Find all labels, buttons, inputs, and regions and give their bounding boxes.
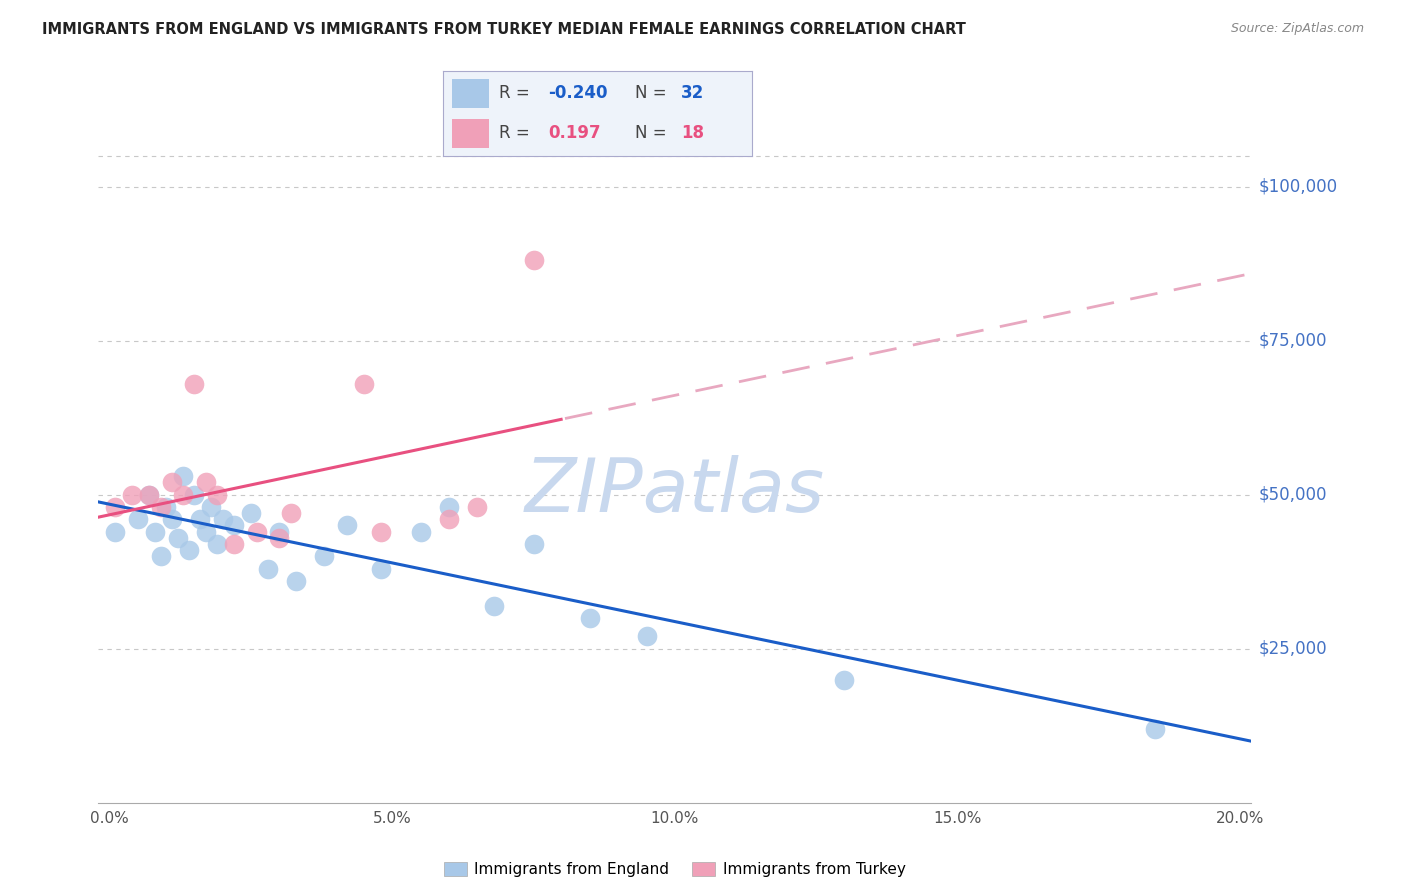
Point [143, 524, 166, 539]
Point [834, 673, 856, 687]
Point [269, 531, 291, 545]
Point [194, 475, 217, 490]
Point [222, 518, 245, 533]
Point [194, 524, 217, 539]
Point [211, 512, 233, 526]
Point [280, 506, 302, 520]
Text: R =: R = [499, 85, 534, 103]
Point [336, 518, 359, 533]
Text: 18: 18 [681, 124, 704, 142]
Point [205, 488, 228, 502]
Legend: Immigrants from England, Immigrants from Turkey: Immigrants from England, Immigrants from… [437, 856, 912, 883]
Point [138, 488, 160, 502]
Text: ZIPatlas: ZIPatlas [524, 455, 825, 527]
Point [240, 506, 263, 520]
Point [482, 599, 505, 613]
Point [104, 500, 127, 514]
Point [121, 488, 143, 502]
Point [523, 537, 546, 551]
Point [160, 475, 183, 490]
Text: 0.197: 0.197 [548, 124, 600, 142]
Point [149, 549, 172, 564]
Point [172, 469, 194, 483]
Point [104, 524, 127, 539]
Text: -0.240: -0.240 [548, 85, 607, 103]
Point [155, 500, 177, 514]
Point [437, 512, 460, 526]
Text: IMMIGRANTS FROM ENGLAND VS IMMIGRANTS FROM TURKEY MEDIAN FEMALE EARNINGS CORRELA: IMMIGRANTS FROM ENGLAND VS IMMIGRANTS FR… [42, 22, 966, 37]
Text: $75,000: $75,000 [1258, 332, 1327, 350]
Bar [453, 119, 489, 147]
Text: $50,000: $50,000 [1258, 485, 1327, 504]
Point [579, 611, 602, 625]
Point [138, 488, 160, 502]
Point [409, 524, 432, 539]
Point [160, 512, 183, 526]
Point [370, 524, 392, 539]
Point [437, 500, 460, 514]
Point [127, 512, 149, 526]
Point [353, 376, 375, 391]
Point [200, 500, 222, 514]
Point [285, 574, 308, 588]
Text: 32: 32 [681, 85, 704, 103]
Point [177, 543, 200, 558]
Point [257, 561, 280, 575]
Bar [453, 79, 489, 108]
Text: N =: N = [634, 124, 672, 142]
Text: R =: R = [499, 124, 534, 142]
Point [370, 561, 392, 575]
Point [523, 253, 546, 268]
Point [149, 500, 172, 514]
Point [183, 488, 205, 502]
Point [205, 537, 228, 551]
Point [222, 537, 245, 551]
Point [246, 524, 269, 539]
Point [188, 512, 211, 526]
Point [1144, 722, 1167, 736]
Point [183, 376, 205, 391]
Text: Source: ZipAtlas.com: Source: ZipAtlas.com [1230, 22, 1364, 36]
Text: $25,000: $25,000 [1258, 640, 1327, 657]
Text: $100,000: $100,000 [1258, 178, 1337, 195]
Point [636, 629, 658, 643]
Point [172, 488, 194, 502]
Point [314, 549, 336, 564]
Point [269, 524, 291, 539]
Point [166, 531, 188, 545]
Text: N =: N = [634, 85, 672, 103]
Point [465, 500, 488, 514]
